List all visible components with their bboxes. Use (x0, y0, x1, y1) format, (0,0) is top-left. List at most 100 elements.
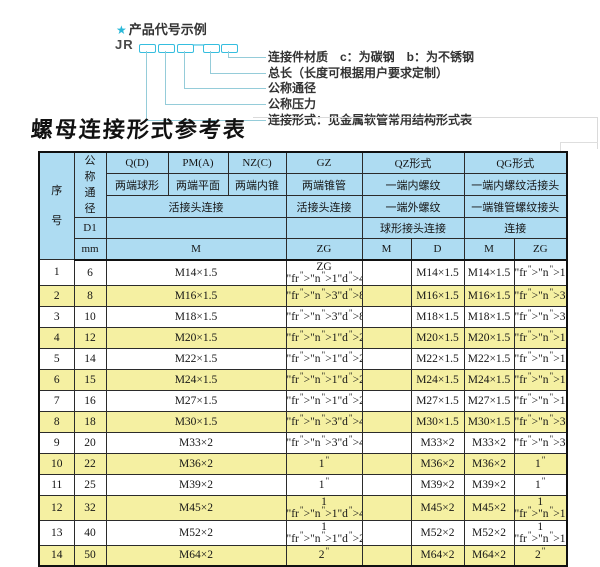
cell-seq: 9 (38, 431, 75, 454)
table-row: 514M22×1.5"fr">"n">1"d">2"M22×1.5M22×1.5… (38, 347, 568, 370)
cell-mm: 8 (73, 284, 107, 307)
header-qg-connect: 连接 (463, 217, 568, 239)
cell-seq: 14 (38, 544, 75, 567)
cell-qg_zg: 1" (513, 473, 568, 496)
table-row: 716M27×1.5"fr">"n">1"d">2"M27×1.5M27×1.5… (38, 389, 568, 412)
diagram-heading-label: 产品代号示例 (128, 22, 207, 37)
header-qz: QZ形式 (361, 151, 465, 175)
cell-qz_m (361, 519, 412, 546)
diagram-label-diameter: 公称通径 (268, 81, 317, 95)
cell-qg_zg: "fr">"n">1"d">4" (513, 259, 568, 286)
cell-m: M18×1.5 (105, 305, 287, 328)
header-m: M (105, 238, 287, 261)
cell-mm: 32 (73, 494, 107, 521)
cell-gz: "fr">"n">3"d">8" (285, 305, 363, 328)
cell-qz_m (361, 305, 412, 328)
reference-table: 序 号 公 称 通 径 Q(D) PM(A) NZ(C) GZ QZ形式 QG形… (38, 151, 569, 567)
cell-m: M45×2 (105, 494, 287, 521)
page-rule-line (253, 117, 598, 149)
cell-mm: 20 (73, 431, 107, 454)
cell-seq: 13 (38, 519, 75, 546)
code-prefix: JR (115, 37, 134, 52)
code-box-1 (139, 44, 156, 53)
header-qg-m: M (463, 238, 515, 261)
code-box-2 (158, 44, 175, 53)
cell-qg_m: M20×1.5 (463, 326, 515, 349)
cell-gz: "fr">"n">1"d">2" (285, 389, 363, 412)
header-qg: QG形式 (463, 151, 568, 175)
table-row: 310M18×1.5"fr">"n">3"d">8"M18×1.5M18×1.5… (38, 305, 568, 328)
cell-m: M14×1.5 (105, 259, 287, 286)
page-rule-corner (560, 142, 598, 151)
cell-qg_zg: "fr">"n">1"d">2" (513, 389, 568, 412)
cell-qg_m: M24×1.5 (463, 368, 515, 391)
cell-seq: 7 (38, 389, 75, 412)
cell-m: M52×2 (105, 519, 287, 546)
diagram-label-material: 连接件材质 c：为碳钢 b：为不锈钢 (268, 50, 475, 64)
diagram-label-connection: 连接形式：见金属软管常用结构形式表 (268, 113, 473, 127)
cell-m: M24×1.5 (105, 368, 287, 391)
cell-m: M20×1.5 (105, 326, 287, 349)
cell-gz: 1" (285, 452, 363, 475)
page-title: 螺母连接形式参考表 (30, 117, 248, 142)
cell-mm: 50 (73, 544, 107, 567)
cell-gz: 1 "fr">"n">1"d">2" (285, 519, 363, 546)
cell-qz_d: M64×2 (410, 544, 465, 567)
cell-qg_m: M22×1.5 (463, 347, 515, 370)
cell-seq: 10 (38, 452, 75, 475)
cell-seq: 3 (38, 305, 75, 328)
cell-qz_m (361, 259, 412, 286)
cell-qg_m: M36×2 (463, 452, 515, 475)
header-nz-desc: 两端内锥 (227, 173, 287, 197)
cell-qg_m: M64×2 (463, 544, 515, 567)
cell-qz_m (361, 368, 412, 391)
cell-mm: 15 (73, 368, 107, 391)
table-row: 14 50 M64×2 2" M64×2 M64×2 2" (38, 544, 568, 567)
cell-qz_m (361, 410, 412, 433)
diagram-label-pressure: 公称压力 (268, 97, 317, 111)
table-row: 615M24×1.5"fr">"n">1"d">2"M24×1.5M24×1.5… (38, 368, 568, 391)
connector-line (184, 51, 266, 89)
cell-gz: "fr">"n">3"d">4" (285, 410, 363, 433)
cell-qz_d: M45×2 (410, 494, 465, 521)
code-box-3 (177, 44, 194, 53)
table-row: 920M33×2"fr">"n">3"d">4"M33×2M33×2"fr">"… (38, 431, 568, 454)
cell-qz_d: M18×1.5 (410, 305, 465, 328)
cell-qg_m: M39×2 (463, 473, 515, 496)
table-row: 10 22 M36×2 1" M36×2 M36×2 1" (38, 452, 568, 475)
header-nz: NZ(C) (227, 151, 287, 175)
cell-qg_zg: "fr">"n">3"d">4" (513, 410, 568, 433)
cell-qz_m (361, 326, 412, 349)
header-gz-desc: 两端锥管 (285, 173, 363, 197)
table-row: 11 25 M39×2 1" M39×2 M39×2 1" (38, 473, 568, 496)
cell-seq: 6 (38, 368, 75, 391)
cell-seq: 4 (38, 326, 75, 349)
code-box-4 (203, 44, 220, 53)
diagram-label-length: 总长（长度可根据用户要求定制） (268, 66, 449, 80)
cell-gz: "fr">"n">1"d">2" (285, 326, 363, 349)
cell-seq: 12 (38, 494, 75, 521)
header-qg-desc2: 一端锥管螺纹接头 (463, 195, 568, 218)
header-qz-connect: 球形接头连接 (361, 217, 465, 239)
cell-seq: 5 (38, 347, 75, 370)
cell-mm: 12 (73, 326, 107, 349)
cell-gz: "fr">"n">1"d">2" (285, 368, 363, 391)
cell-qg_zg: 1 "fr">"n">1"d">2" (513, 519, 568, 546)
cell-m: M16×1.5 (105, 284, 287, 307)
cell-qg_zg: "fr">"n">1"d">2" (513, 368, 568, 391)
cell-m: M30×1.5 (105, 410, 287, 433)
connector-line (165, 51, 266, 105)
cell-gz: 2" (285, 544, 363, 567)
cell-qg_zg: "fr">"n">3"d">8" (513, 284, 568, 307)
cell-qz_d: M39×2 (410, 473, 465, 496)
table-row: 818M30×1.5"fr">"n">3"d">4"M30×1.5M30×1.5… (38, 410, 568, 433)
header-mm: mm (73, 238, 107, 261)
cell-qg_zg: 1" (513, 452, 568, 475)
cell-qz_m (361, 452, 412, 475)
cell-mm: 40 (73, 519, 107, 546)
cell-gz: 1" (285, 473, 363, 496)
header-d1: D1 (73, 217, 107, 239)
